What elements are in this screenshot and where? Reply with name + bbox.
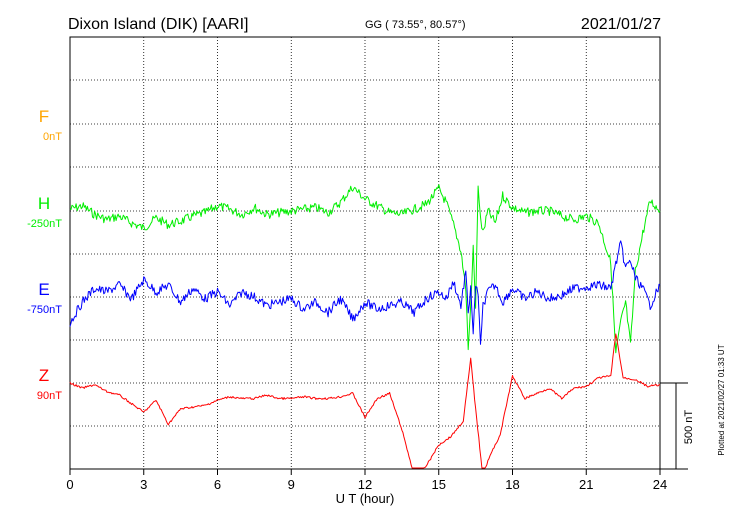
grid-lines [70,37,660,469]
x-axis-label: U T (hour) [336,491,395,506]
series-baseline-h: -250nT [27,218,62,230]
x-tick-label: 12 [358,477,372,492]
x-tick-label: 9 [288,477,295,492]
series-line-z [69,333,660,469]
series-name-h: H [38,194,50,213]
series-name-z: Z [39,366,49,385]
chart-title: Dixon Island (DIK) [AARI] [68,16,249,33]
x-tick-label: 21 [579,477,593,492]
chart-date: 2021/01/27 [581,16,661,33]
x-tick-label: 15 [432,477,446,492]
scale-bar: 500 nT [660,382,695,470]
x-tick-label: 24 [653,477,667,492]
series-name-f: F [39,107,49,126]
series-baseline-f: 0nT [43,131,62,143]
series-name-e: E [38,280,49,299]
x-tick-label: 3 [140,477,147,492]
series-baseline-e: -750nT [27,304,62,316]
series-labels: F 0nT H -250nT E -750nT Z 90nT [27,107,62,402]
scale-label: 500 nT [683,410,695,445]
series-lines [69,184,661,469]
chart-subtitle: GG ( 73.55°, 80.57°) [365,19,466,31]
x-tick-label: 0 [66,477,73,492]
plotted-note: Plotted at 2021/02/27 01:33 UT [717,344,726,455]
x-tick-label: 18 [505,477,519,492]
series-baseline-z: 90nT [37,390,62,402]
x-axis-ticks: 0 3 6 9 12 15 18 21 24 [66,469,667,492]
series-line-e [69,240,661,345]
x-tick-label: 6 [214,477,221,492]
series-line-h [69,184,661,354]
